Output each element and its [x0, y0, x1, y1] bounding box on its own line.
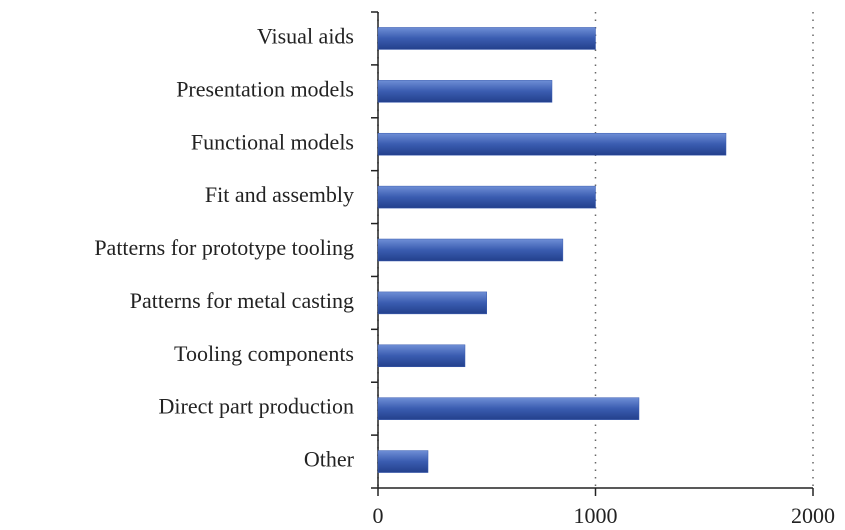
x-tick-label: 0	[373, 503, 384, 528]
y-tick-label: Functional models	[191, 129, 354, 154]
y-tick-label: Other	[304, 447, 355, 472]
y-tick-label: Visual aids	[257, 23, 354, 48]
y-tick-label: Direct part production	[159, 394, 355, 419]
bar	[377, 291, 487, 315]
bar	[377, 132, 727, 156]
bar	[377, 397, 640, 420]
bar	[377, 80, 553, 103]
bar	[377, 27, 596, 50]
y-tick-label: Presentation models	[176, 76, 354, 101]
y-tick-label: Patterns for prototype tooling	[94, 235, 354, 260]
bar	[377, 450, 429, 473]
x-tick-label: 2000	[791, 503, 835, 528]
bar	[377, 185, 596, 209]
y-tick-label: Tooling components	[174, 341, 354, 366]
bar	[377, 238, 564, 262]
x-tick-label: 1000	[574, 503, 618, 528]
bar	[377, 344, 466, 368]
y-tick-label: Fit and assembly	[205, 182, 354, 207]
y-tick-label: Patterns for metal casting	[130, 288, 354, 313]
